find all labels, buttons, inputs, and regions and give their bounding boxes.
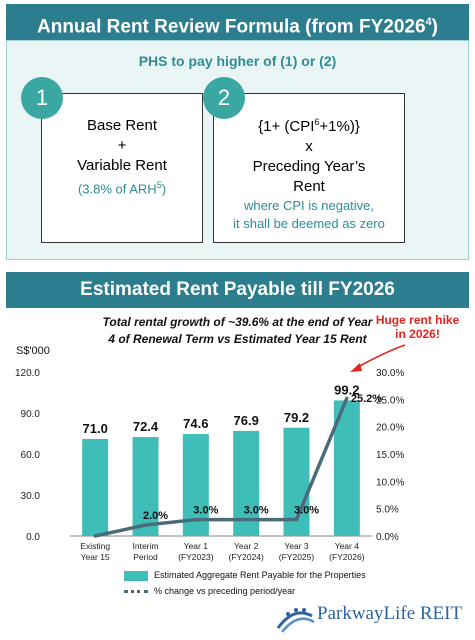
pct-change-point	[294, 518, 299, 522]
y2-tick-label: 10.0%	[376, 477, 404, 488]
legend-bar-label: Estimated Aggregate Rent Payable for the…	[154, 570, 366, 580]
cpi-formula-a: {1+ (CPI	[258, 118, 315, 135]
variable-rent-label: Variable Rent	[77, 157, 167, 174]
legend-line-label: % change vs preceding period/year	[154, 586, 296, 596]
pct-change-label: 3.0%	[193, 505, 218, 517]
logo-text: ParkwayLife REIT	[317, 603, 463, 624]
callout-line-2: in 2026!	[395, 327, 440, 341]
bar-value-label: 79.2	[284, 410, 309, 425]
x-tick-label: Existing	[80, 541, 110, 551]
formula-banner: Annual Rent Review Formula (from FY20264…	[6, 4, 469, 40]
bar	[132, 437, 159, 536]
x-tick-label: (FY2023)	[178, 552, 214, 562]
plus-sign: +	[117, 137, 127, 154]
chart-title: Total rental growth of ~39.6% at the end…	[0, 314, 475, 348]
pct-change-label: 3.0%	[244, 505, 269, 517]
pct-change-label: 3.0%	[294, 505, 319, 517]
x-tick-label: (FY2025)	[279, 552, 315, 562]
cpi-negative-note-1: where CPI is negative,	[243, 198, 375, 213]
option-2-card: {1+ (CPI6+1%)} x Preceding Year’s Rent w…	[213, 93, 405, 243]
legend-line-swatch	[124, 590, 148, 594]
y-tick-label: 60.0	[21, 450, 41, 461]
base-rent-label: Base Rent	[86, 117, 158, 134]
formula-banner-title: Annual Rent Review Formula (from FY2026	[37, 16, 426, 38]
bar-value-label: 74.6	[183, 416, 208, 431]
cpi-footnote: 6	[314, 117, 320, 127]
y2-tick-label: 0.0%	[376, 532, 399, 543]
bar-value-label: 71.0	[83, 421, 108, 436]
x-tick-label: (FY2024)	[228, 552, 264, 562]
formula-banner-footnote: 4	[425, 16, 432, 28]
y2-tick-label: 15.0%	[376, 450, 404, 461]
bar-value-label: 72.4	[133, 419, 159, 434]
cpi-negative-note-2: it shall be deemed as zero	[233, 216, 385, 231]
variable-rent-note-close: )	[161, 181, 167, 197]
pct-change-point	[194, 518, 198, 522]
legend-bar-swatch	[124, 570, 148, 581]
pct-change-label: 25.2%	[351, 393, 382, 405]
x-tick-label: Period	[133, 552, 158, 562]
parkwaylife-logo-icon	[276, 608, 315, 633]
callout-line-1: Huge rent hike	[375, 313, 460, 327]
x-tick-label: Year 4	[335, 541, 360, 551]
multiply-sign: x	[305, 138, 313, 155]
rent-label: Rent	[293, 178, 325, 195]
legend-bar: Estimated Aggregate Rent Payable for the…	[124, 570, 366, 581]
y-axis-label: S$'000	[16, 345, 50, 357]
y2-tick-label: 30.0%	[376, 368, 404, 379]
y2-tick-label: 5.0%	[376, 505, 399, 516]
chart-title-line-1: Total rental growth of ~39.6% at the end…	[102, 315, 373, 329]
legend-line: % change vs preceding period/year	[124, 586, 295, 596]
variable-rent-note-text: (3.8% of ARH	[77, 181, 157, 197]
pct-change-label: 2.0%	[143, 510, 168, 522]
pct-change-point	[143, 523, 148, 527]
option-1-card: Base Rent + Variable Rent (3.8% of ARH5)	[41, 93, 203, 243]
option-2-badge: 2	[203, 77, 245, 119]
bar	[82, 438, 109, 536]
variable-rent-note: (3.8% of ARH5)	[42, 176, 202, 198]
y-tick-label: 120.0	[15, 368, 40, 379]
y2-tick-label: 20.0%	[376, 423, 404, 434]
y-tick-label: 0.0	[26, 532, 40, 543]
variable-rent-note-footnote: 5	[156, 180, 162, 190]
x-tick-label: Year 2	[234, 541, 259, 551]
x-tick-label: Year 3	[284, 541, 309, 551]
rent-banner: Estimated Rent Payable till FY2026	[6, 272, 469, 308]
callout-arrow	[355, 344, 406, 369]
preceding-year-label: Preceding Year’s	[252, 158, 366, 175]
pct-change-point	[93, 534, 97, 538]
y-tick-label: 30.0	[21, 491, 41, 502]
pct-change-point	[244, 518, 248, 522]
bar-value-label: 76.9	[234, 413, 259, 428]
callout-arrow-head	[350, 363, 362, 372]
x-tick-label: Year 15	[81, 552, 110, 562]
formula-panel: PHS to pay higher of (1) or (2) Base Ren…	[6, 40, 469, 260]
x-tick-label: Year 1	[184, 541, 209, 551]
chart-title-line-2: 4 of Renewal Term vs Estimated Year 15 R…	[108, 332, 367, 346]
pct-change-point	[345, 396, 349, 400]
cpi-formula-b: +1%)}	[319, 118, 360, 135]
formula-banner-close: )	[431, 16, 438, 38]
phs-heading: PHS to pay higher of (1) or (2)	[138, 53, 337, 69]
option-1-badge: 1	[21, 77, 63, 119]
y2-tick-label: 25.0%	[376, 395, 404, 406]
cpi-formula: {1+ (CPI6+1%)}	[214, 112, 404, 137]
x-tick-label: Interim	[133, 541, 159, 551]
rent-hike-callout: Huge rent hike in 2026!	[370, 313, 465, 341]
bar-value-label: 99.2	[334, 382, 359, 397]
x-tick-label: (FY2026)	[329, 552, 365, 562]
y-tick-label: 90.0	[21, 409, 41, 420]
pct-change-line	[94, 397, 349, 538]
